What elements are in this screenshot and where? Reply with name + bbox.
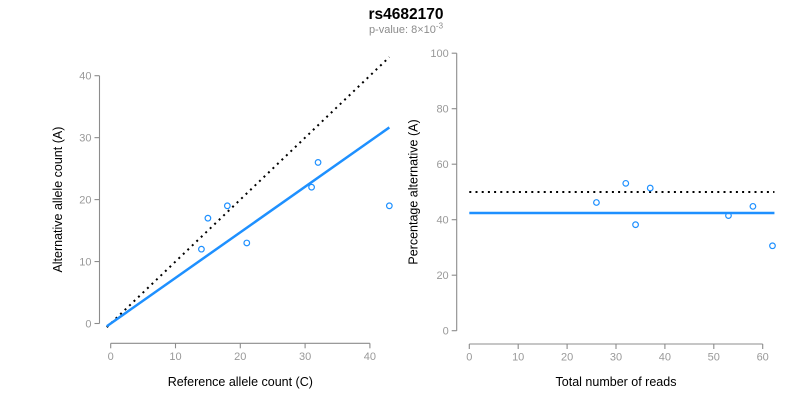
data-point (632, 221, 639, 229)
data-point (622, 179, 630, 187)
y-tick-label: 0 (443, 326, 449, 338)
x-tick-label: 10 (512, 352, 524, 364)
data-point (198, 245, 205, 253)
x-tick-label: 20 (234, 351, 246, 363)
x-tick-label: 10 (169, 351, 181, 363)
left-y-axis-title: Alternative allele count (A) (51, 127, 65, 273)
data-point (593, 199, 600, 206)
subtitle-superscript: -3 (436, 22, 444, 31)
x-tick-label: 30 (299, 351, 311, 363)
right-data-points (593, 179, 776, 250)
data-point (223, 202, 231, 210)
left-trend-lines (106, 56, 391, 328)
right-trend-lines (469, 190, 775, 215)
x-tick-label: 0 (108, 351, 114, 363)
y-tick-label: 20 (79, 194, 91, 206)
left-x-ticks: 0 10 20 30 40 (108, 343, 376, 363)
data-point (243, 239, 251, 247)
data-point (308, 183, 315, 191)
left-x-axis-title: Reference allele count (C) (168, 375, 313, 389)
figure-subtitle: p-value: 8×10-3 (369, 22, 444, 37)
x-tick-label: 60 (757, 352, 769, 364)
data-point (314, 159, 322, 166)
y-tick-label: 10 (79, 256, 91, 268)
y-tick-label: 60 (436, 159, 448, 171)
y-tick-label: 0 (85, 318, 91, 330)
y-tick-label: 80 (436, 104, 448, 116)
right-y-axis-title: Percentage alternative (A) (407, 119, 421, 264)
data-point (204, 214, 212, 222)
figure-title: rs4682170 (369, 6, 444, 23)
x-tick-label: 30 (610, 352, 622, 364)
x-tick-label: 20 (561, 352, 573, 364)
subtitle-prefix: p-value: 8 (369, 24, 417, 36)
data-point (725, 212, 732, 219)
data-point (646, 184, 654, 192)
data-point (749, 202, 757, 210)
expected-50pct-identity-line (106, 56, 391, 328)
right-scatter-panel: 0 10 20 30 40 50 60 0 20 40 60 80 100 Total number … (407, 48, 776, 389)
y-tick-label: 40 (79, 71, 91, 83)
y-tick-label: 30 (79, 132, 91, 144)
left-y-ticks: 0 10 20 30 40 (79, 71, 100, 330)
subtitle-times-base: ×10 (417, 24, 436, 36)
y-tick-label: 100 (430, 48, 448, 60)
left-data-points (198, 159, 393, 253)
x-tick-label: 50 (708, 352, 720, 364)
fitted-allelic-ratio-line (106, 126, 391, 328)
x-tick-label: 40 (364, 351, 376, 363)
x-tick-label: 0 (466, 352, 472, 364)
data-point (385, 202, 393, 210)
right-x-axis-title: Total number of reads (556, 375, 677, 389)
right-x-ticks: 0 10 20 30 40 50 60 (466, 344, 769, 364)
right-y-ticks: 0 20 40 60 80 100 (430, 48, 457, 338)
y-tick-label: 20 (436, 270, 448, 282)
data-point (769, 242, 776, 250)
x-tick-label: 40 (659, 352, 671, 364)
left-scatter-panel: 0 10 20 30 40 0 10 20 30 40 Reference allele cou… (51, 56, 393, 389)
y-tick-label: 40 (436, 215, 448, 227)
